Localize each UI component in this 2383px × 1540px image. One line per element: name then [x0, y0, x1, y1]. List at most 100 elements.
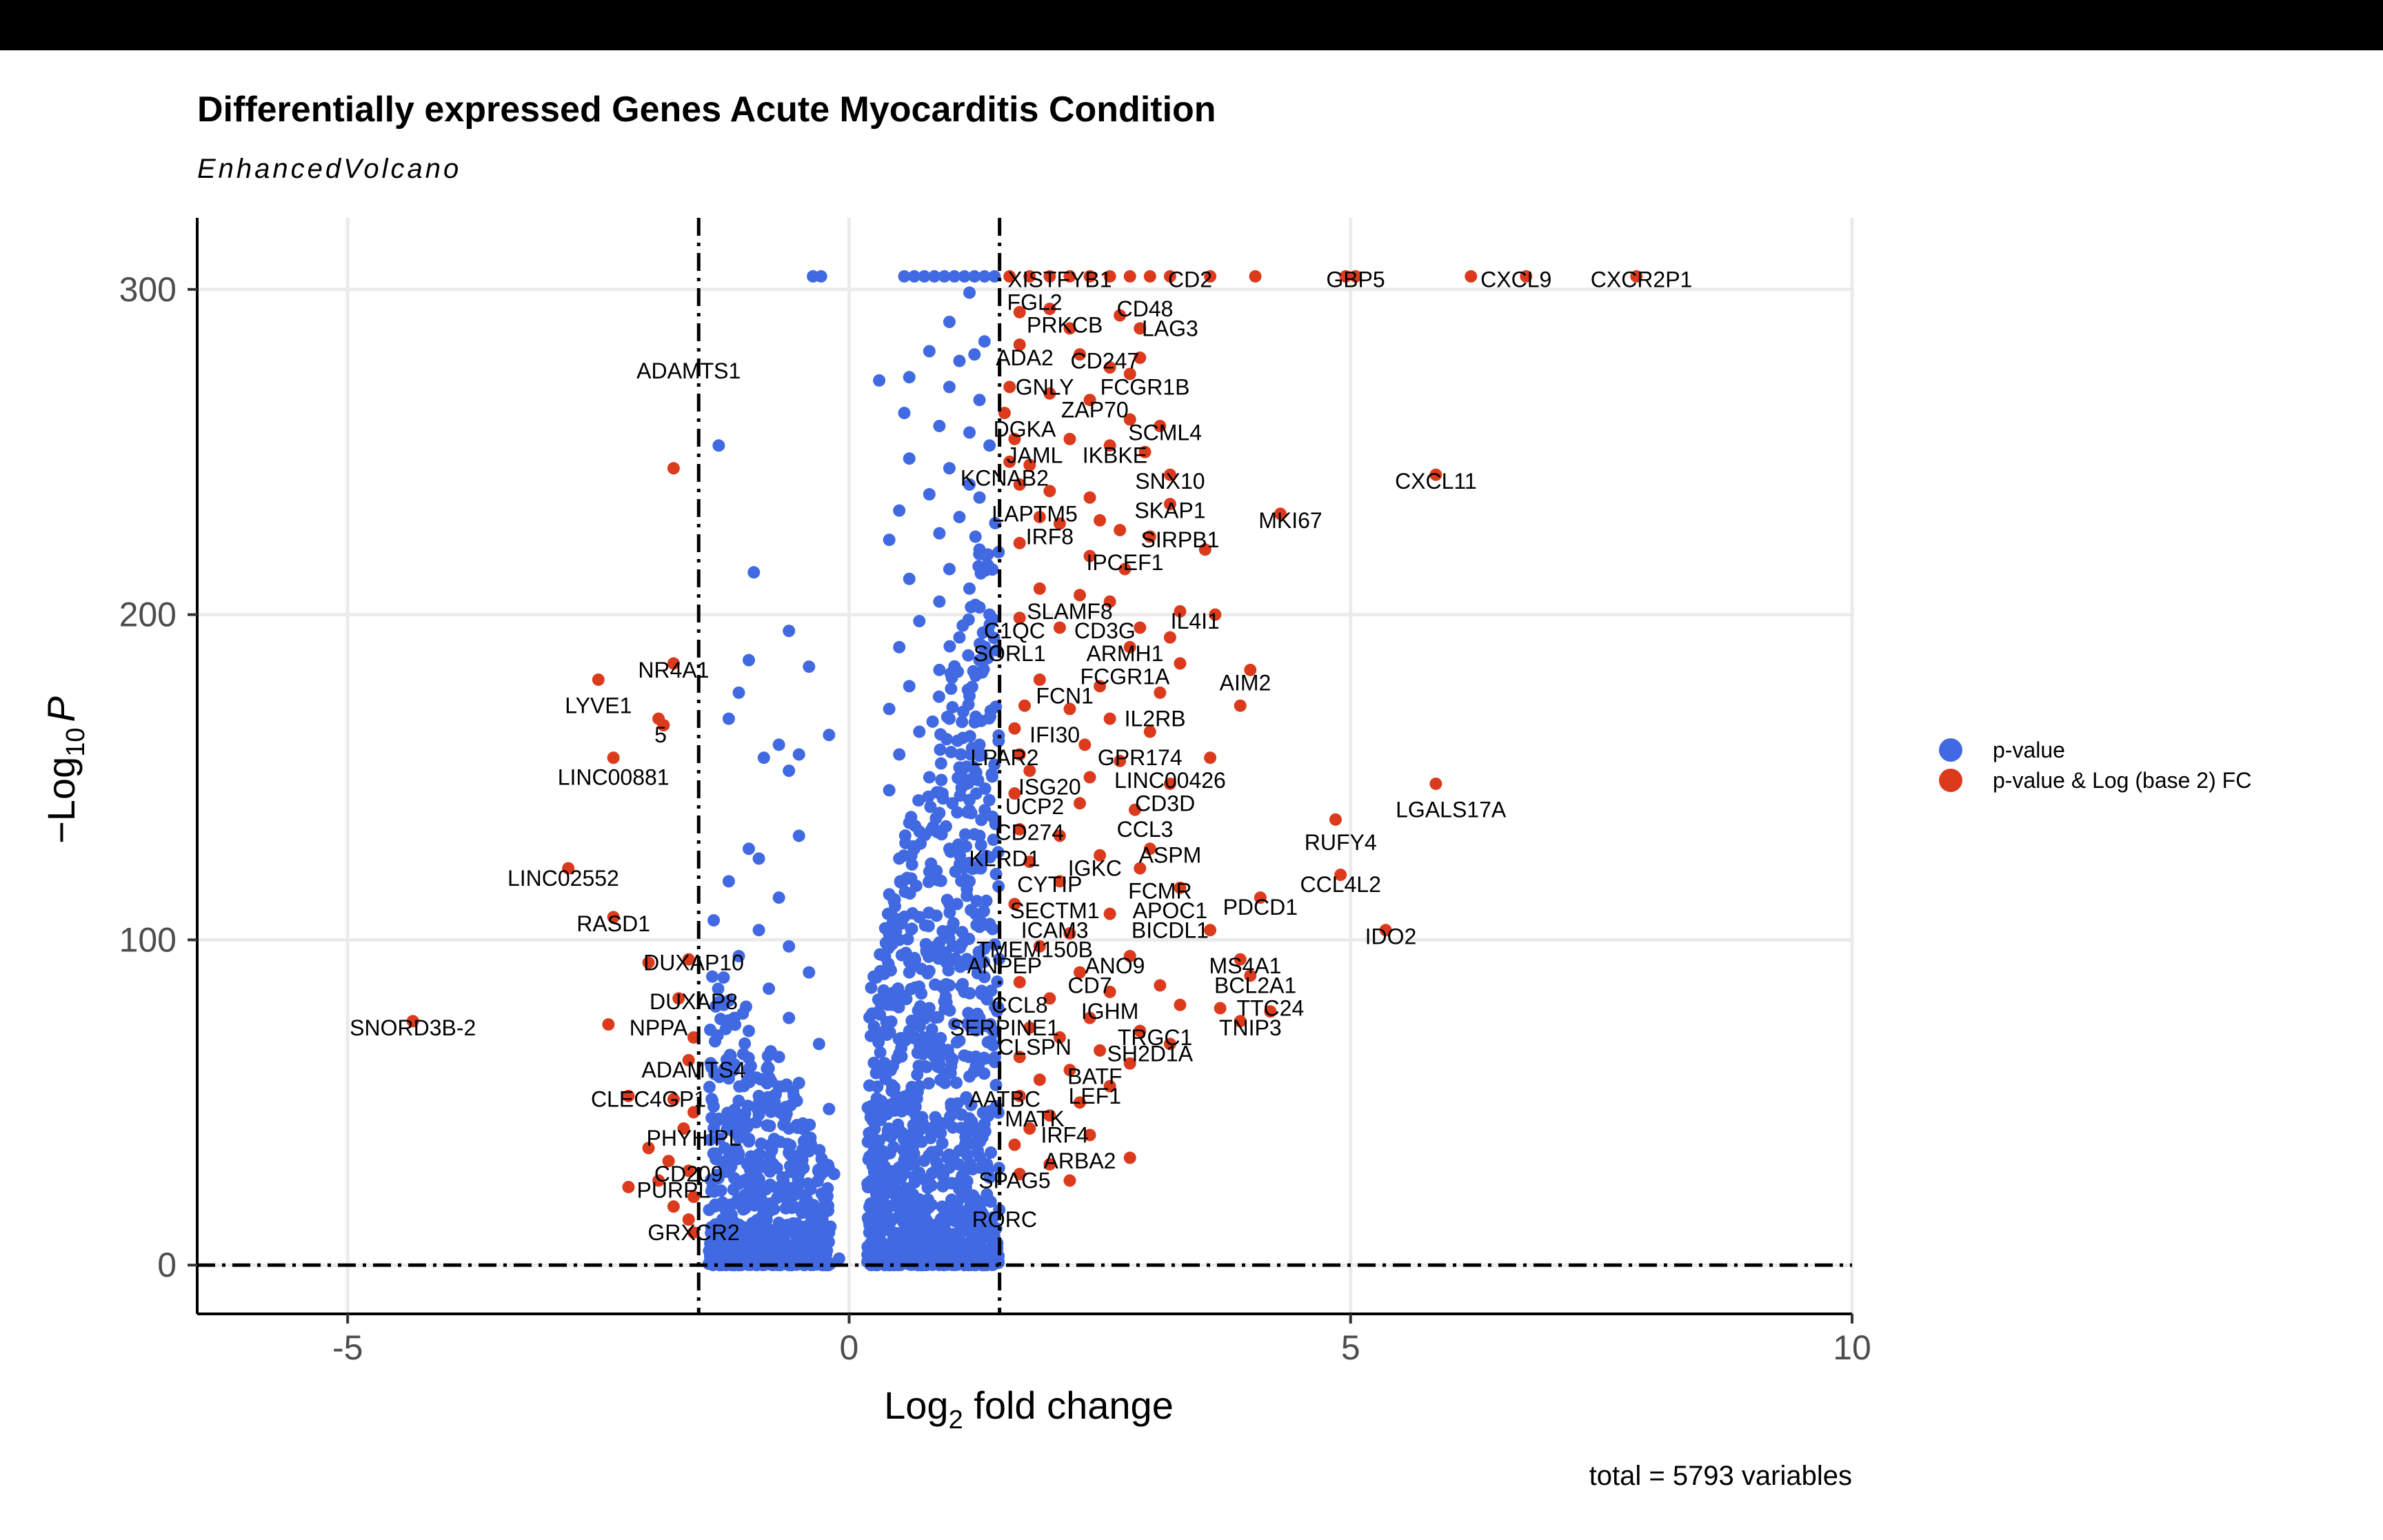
data-point-pvalue: [717, 998, 730, 1011]
data-point-pvalue: [783, 1148, 796, 1161]
data-point-pvalue: [707, 1147, 720, 1160]
data-point-pvalue: [934, 874, 947, 887]
data-point-pvalue-fc: [1003, 381, 1016, 394]
gene-label: IL4I1: [1171, 609, 1220, 634]
data-point-pvalue: [947, 1228, 961, 1241]
data-point-pvalue: [883, 989, 896, 1002]
data-point-pvalue-fc: [1013, 536, 1026, 549]
data-point-pvalue-fc: [687, 1106, 700, 1119]
gene-label: LINC00881: [558, 765, 670, 790]
data-point-pvalue: [945, 1097, 958, 1111]
data-point-pvalue: [903, 1024, 916, 1037]
data-point-pvalue: [738, 1037, 752, 1050]
data-point-pvalue-fc: [1329, 813, 1342, 826]
data-point-pvalue: [973, 1011, 986, 1024]
data-point-pvalue: [867, 1056, 881, 1069]
data-point-pvalue: [953, 354, 966, 367]
data-point-pvalue: [743, 842, 755, 855]
gene-label: RUFY4: [1305, 830, 1377, 855]
gene-label: TTC24: [1236, 995, 1304, 1020]
data-point-pvalue: [713, 1071, 726, 1084]
data-point-pvalue: [743, 1233, 755, 1246]
data-point-pvalue: [752, 1173, 765, 1186]
data-point-pvalue-fc: [1379, 924, 1392, 937]
y-axis-title-var: P: [39, 696, 83, 722]
data-point-pvalue-fc: [1154, 419, 1167, 432]
data-point-pvalue: [983, 608, 996, 621]
data-point-pvalue: [741, 1100, 754, 1113]
gene-label: SH2D1A: [1107, 1042, 1194, 1066]
data-point-pvalue: [736, 1048, 750, 1061]
data-point-pvalue: [986, 810, 999, 823]
data-point-pvalue-fc: [1204, 270, 1217, 283]
data-point-pvalue: [963, 689, 976, 702]
data-point-pvalue: [738, 1248, 751, 1261]
data-point-pvalue-fc: [622, 1089, 635, 1102]
data-point-pvalue: [952, 1194, 965, 1207]
data-point-pvalue: [955, 781, 968, 794]
data-point-pvalue-fc: [1063, 1174, 1076, 1187]
data-point-pvalue: [905, 858, 918, 871]
data-point-pvalue-fc: [642, 1142, 655, 1155]
gene-label: IRF4: [1041, 1123, 1089, 1148]
data-point-pvalue: [755, 1073, 768, 1086]
data-point-pvalue-fc: [652, 1174, 665, 1187]
data-point-pvalue-fc: [1143, 725, 1156, 738]
data-point-pvalue-fc: [682, 1164, 695, 1177]
gene-label: KCNAB2: [961, 465, 1049, 490]
gene-label: CD48: [1117, 296, 1174, 321]
data-point-pvalue: [944, 923, 957, 936]
chart-title: Differentially expressed Genes Acute Myo…: [197, 90, 1216, 130]
data-point-pvalue: [988, 270, 1001, 283]
data-point-pvalue: [712, 1112, 725, 1125]
data-point-pvalue: [985, 984, 998, 997]
data-point-pvalue: [953, 761, 966, 774]
data-point-pvalue: [975, 813, 988, 827]
data-point-pvalue-fc: [1043, 1109, 1056, 1122]
data-point-pvalue: [988, 938, 1001, 951]
data-point-pvalue: [934, 757, 947, 770]
data-point-pvalue: [890, 1090, 903, 1103]
data-point-pvalue: [944, 667, 957, 680]
gene-label: AATBC: [969, 1087, 1040, 1112]
data-point-pvalue: [832, 1252, 845, 1265]
data-point-pvalue: [952, 1238, 965, 1251]
data-point-pvalue-fc: [1023, 1021, 1036, 1034]
data-point-pvalue: [973, 829, 986, 842]
data-point-pvalue: [765, 1105, 778, 1118]
data-point-pvalue: [763, 1197, 776, 1210]
data-point-pvalue: [863, 1126, 876, 1139]
data-point-pvalue-fc: [1163, 468, 1176, 481]
data-point-pvalue: [706, 1094, 719, 1107]
cutoff-lines: [197, 218, 1852, 1314]
data-point-pvalue-fc: [1103, 439, 1116, 452]
data-point-pvalue: [717, 971, 730, 984]
data-point-pvalue-fc: [1083, 771, 1096, 784]
data-point-pvalue: [761, 1091, 774, 1104]
data-point-pvalue-fc: [677, 1122, 690, 1135]
data-point-pvalue: [945, 745, 958, 758]
data-point-pvalue-fc: [1204, 751, 1217, 764]
data-point-pvalue-fc: [1123, 413, 1136, 426]
data-point-pvalue: [716, 1230, 729, 1243]
data-point-pvalue: [923, 1002, 936, 1015]
data-point-pvalue: [898, 1166, 911, 1179]
data-point-pvalue-fc: [1063, 432, 1076, 445]
gene-label: CLSPN: [998, 1035, 1072, 1060]
data-point-pvalue-fc: [657, 719, 670, 732]
data-point-pvalue: [965, 748, 978, 761]
data-point-pvalue: [923, 1201, 936, 1214]
data-point-pvalue: [928, 270, 941, 283]
data-point-pvalue-fc: [1083, 270, 1096, 283]
data-point-pvalue: [743, 654, 755, 667]
data-point-pvalue: [918, 1012, 931, 1025]
data-point-pvalue: [924, 1131, 937, 1144]
data-point-pvalue-fc: [1053, 875, 1066, 888]
data-point-pvalue-fc: [1033, 940, 1046, 953]
data-point-pvalue: [967, 1248, 981, 1261]
data-point-pvalue: [923, 771, 936, 784]
data-point-pvalue-fc: [687, 1191, 700, 1204]
gene-label: CD2: [1168, 267, 1212, 292]
data-point-pvalue: [961, 889, 974, 902]
